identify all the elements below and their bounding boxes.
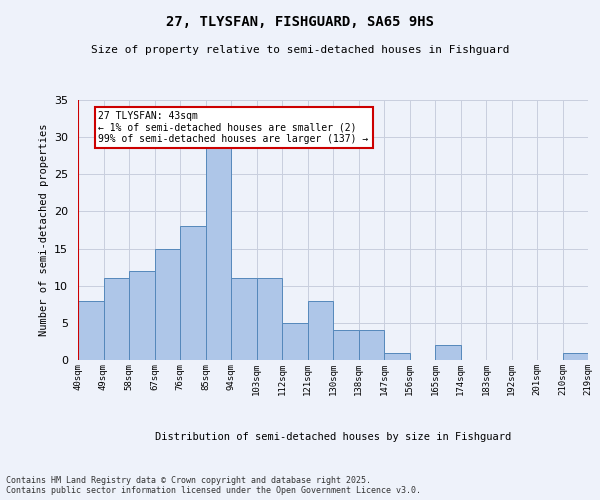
Text: 27, TLYSFAN, FISHGUARD, SA65 9HS: 27, TLYSFAN, FISHGUARD, SA65 9HS: [166, 15, 434, 29]
Bar: [308, 300, 333, 360]
Bar: [205, 144, 231, 360]
Text: Size of property relative to semi-detached houses in Fishguard: Size of property relative to semi-detach…: [91, 45, 509, 55]
Bar: [435, 345, 461, 360]
Text: Contains HM Land Registry data © Crown copyright and database right 2025.
Contai: Contains HM Land Registry data © Crown c…: [6, 476, 421, 495]
Bar: [563, 352, 588, 360]
Text: 27 TLYSFAN: 43sqm
← 1% of semi-detached houses are smaller (2)
99% of semi-detac: 27 TLYSFAN: 43sqm ← 1% of semi-detached …: [98, 111, 368, 144]
Bar: [359, 330, 384, 360]
Bar: [104, 278, 129, 360]
Text: Distribution of semi-detached houses by size in Fishguard: Distribution of semi-detached houses by …: [155, 432, 511, 442]
Bar: [257, 278, 282, 360]
Bar: [231, 278, 257, 360]
Bar: [384, 352, 409, 360]
Bar: [282, 323, 308, 360]
Bar: [180, 226, 205, 360]
Y-axis label: Number of semi-detached properties: Number of semi-detached properties: [38, 124, 49, 336]
Bar: [155, 248, 180, 360]
Bar: [78, 300, 104, 360]
Bar: [129, 271, 155, 360]
Bar: [333, 330, 359, 360]
